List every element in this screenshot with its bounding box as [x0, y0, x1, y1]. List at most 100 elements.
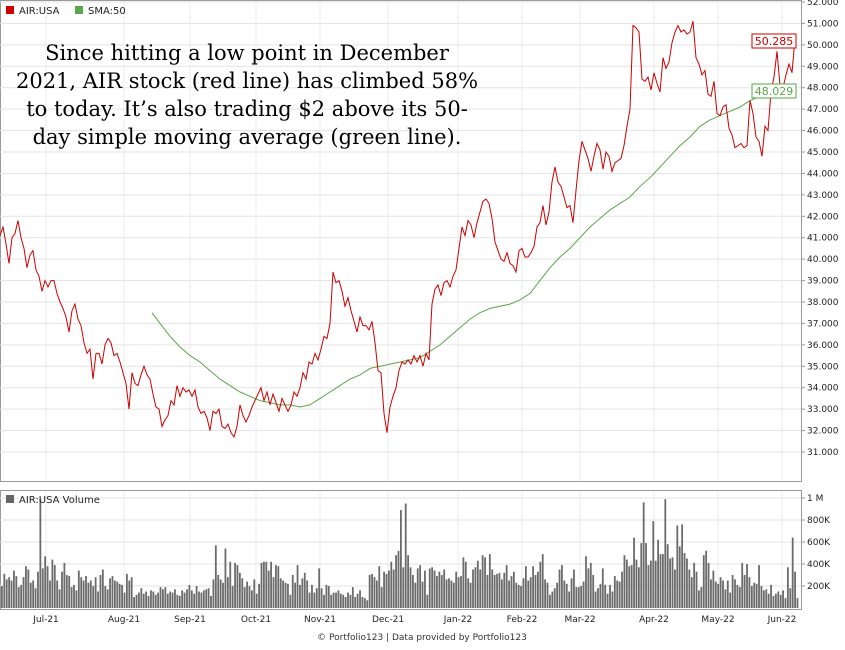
volume-bar [308, 592, 311, 608]
volume-bar [150, 590, 152, 608]
volume-bar [472, 569, 474, 608]
volume-bar [791, 537, 794, 608]
volume-bar [342, 594, 345, 608]
volume-bar [484, 557, 486, 608]
legend-swatch-sma [75, 6, 83, 14]
volume-bar [486, 575, 489, 608]
volume-bar [645, 543, 647, 608]
volume-bar [419, 565, 422, 608]
volume-bar [433, 570, 436, 608]
legend-swatch-volume [6, 495, 14, 503]
volume-bar [262, 561, 265, 608]
price-y-tick-label: 46.000 [807, 127, 839, 137]
price-y-tick-label: 52.000 [807, 0, 839, 8]
volume-bar [111, 576, 114, 608]
sma-50-line [151, 87, 791, 408]
volume-bar [546, 582, 549, 608]
volume-bar [238, 572, 241, 608]
volume-bar [246, 581, 248, 608]
volume-bar [200, 592, 203, 608]
volume-bar [145, 591, 148, 608]
x-tick-label: Dec-21 [372, 615, 404, 625]
x-axis: Jul-21 Aug-21 Sep-21 Oct-21 Nov-21 Dec-21 Jan-… [32, 615, 796, 625]
volume-bar [693, 562, 696, 608]
volume-bar [166, 593, 169, 608]
volume-bar [659, 554, 662, 608]
volume-bar [760, 586, 763, 608]
volume-bar [505, 565, 508, 608]
price-y-tick-label: 33.000 [807, 405, 839, 415]
volume-bar [767, 593, 770, 608]
volume-bar [452, 582, 455, 608]
volume-bar [674, 569, 676, 608]
volume-bar [748, 577, 751, 608]
volume-bar [676, 525, 679, 608]
volume-bar [229, 561, 232, 608]
volume-bar [176, 594, 179, 608]
volume-bar [306, 580, 309, 608]
volume-bar [755, 583, 758, 608]
volume-bar [431, 567, 434, 608]
volume-bar [700, 587, 703, 608]
volume-bar [575, 587, 578, 608]
volume-bar [169, 591, 172, 608]
price-y-tick-label: 40.000 [807, 255, 839, 265]
volume-bar [130, 577, 133, 608]
volume-bar [34, 588, 37, 608]
volume-bar [116, 581, 119, 608]
volume-bar [568, 591, 571, 608]
volume-bar [416, 568, 419, 608]
volume-bar [73, 584, 75, 608]
price-y-tick-label: 45.000 [807, 148, 839, 158]
volume-bar [224, 548, 227, 608]
volume-bar [320, 588, 323, 608]
volume-bar [606, 593, 609, 608]
volume-bar [277, 566, 280, 608]
volume-bar [544, 579, 547, 608]
volume-bar [784, 598, 787, 608]
volume-bar [22, 577, 25, 608]
volume-panel: 1 M 800K 600K 400K 200K AIR:USA Volume [0, 490, 831, 610]
volume-bar [457, 577, 460, 608]
last-sma-tag-box [751, 83, 797, 99]
price-y-tick-label: 35.000 [807, 362, 839, 372]
volume-bar [159, 587, 162, 608]
volume-bar [481, 555, 484, 608]
volume-bar [597, 588, 599, 608]
price-y-tick-label: 38.000 [807, 298, 839, 308]
volume-bar [5, 579, 8, 608]
volume-bar [762, 590, 765, 608]
volume-bar [625, 559, 628, 608]
volume-bar [323, 594, 325, 608]
price-y-tick-label: 31.000 [807, 448, 839, 458]
x-tick-label: Sep-21 [174, 615, 206, 625]
volume-bar [366, 600, 369, 608]
volume-y-tick-label: 200K [807, 582, 831, 592]
volume-bar [222, 582, 224, 608]
volume-bar [56, 580, 59, 608]
volume-bar [445, 579, 448, 608]
volume-bar [270, 561, 272, 608]
volume-bar [565, 583, 568, 608]
volume-bar [347, 592, 349, 608]
volume-bar [299, 584, 301, 608]
volume-bar [573, 569, 575, 608]
volume-bar [140, 588, 143, 608]
volume-bar [37, 571, 39, 608]
volume-bar [508, 580, 510, 608]
volume-bar [647, 565, 650, 608]
volume-bar [94, 577, 97, 608]
volume-bar [128, 580, 131, 608]
volume-bar [272, 577, 275, 608]
volume-bar [109, 578, 111, 608]
volume-bar [80, 577, 83, 608]
volume-bar [558, 569, 561, 608]
volume-bar [219, 579, 222, 608]
footer-credit: © Portfolio123 | Data provided by Portfo… [317, 633, 527, 643]
volume-bar [1, 586, 3, 608]
volume-bar [138, 592, 140, 608]
volume-bar [779, 594, 782, 608]
volume-bar [282, 580, 285, 608]
volume-bar [794, 571, 796, 608]
volume-bar [474, 567, 477, 608]
